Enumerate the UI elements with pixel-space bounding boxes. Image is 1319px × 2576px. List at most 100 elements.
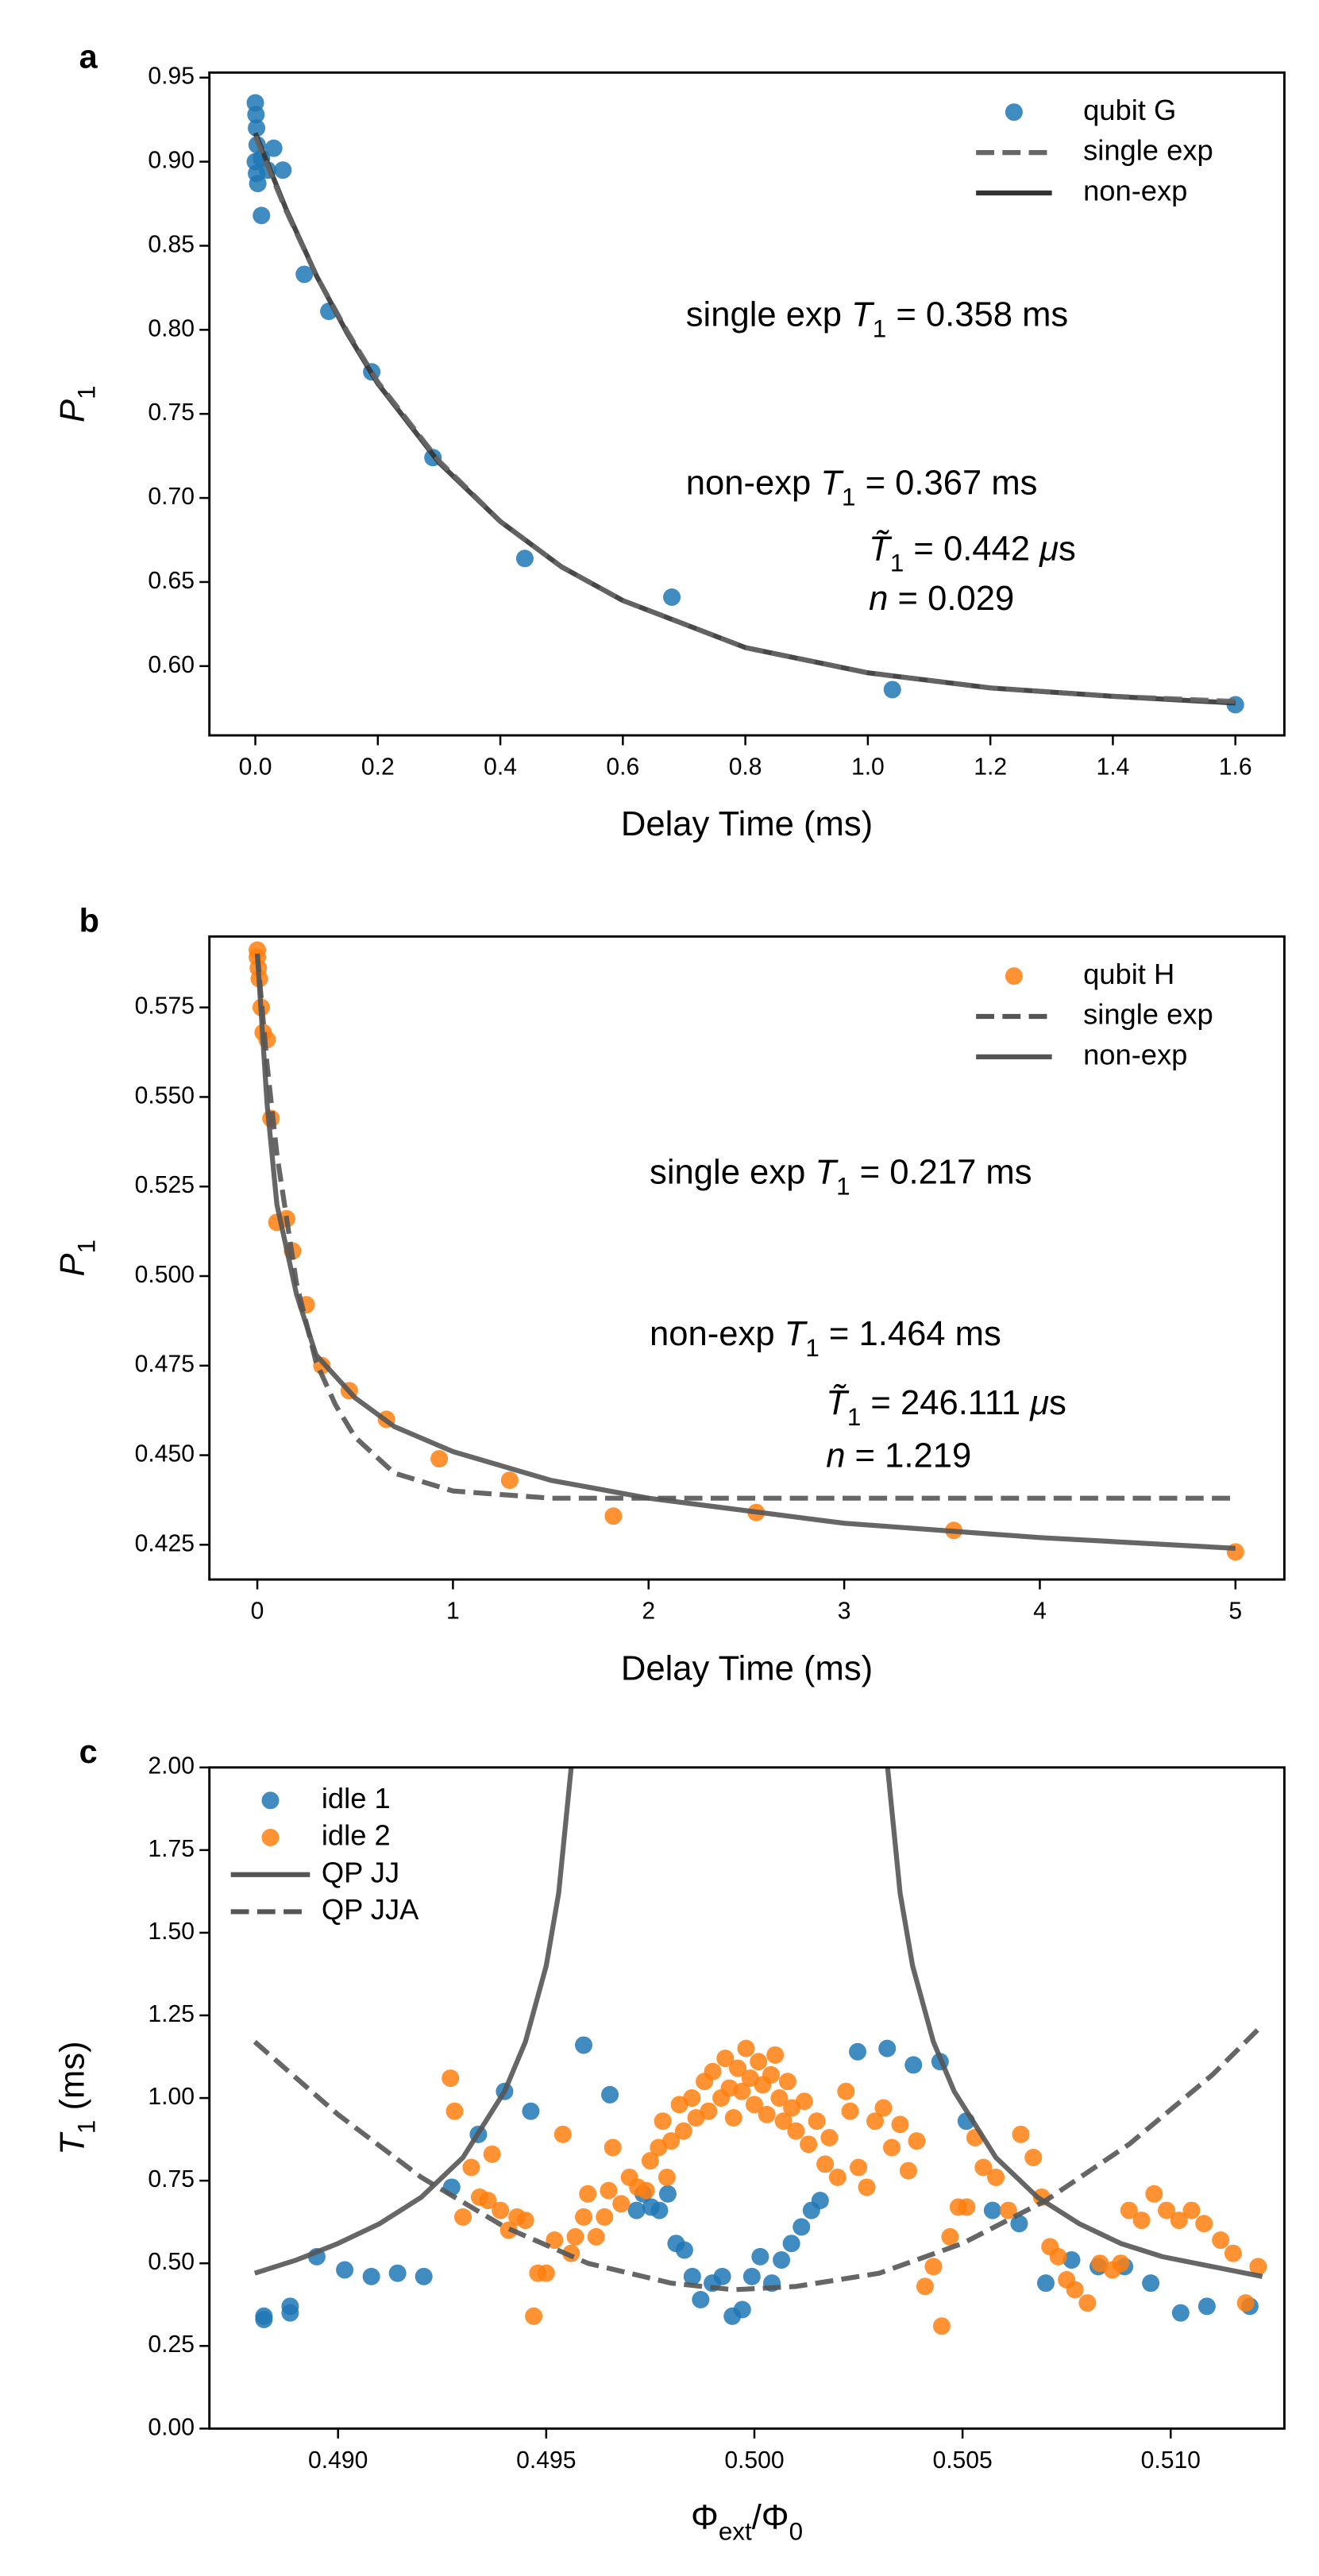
x-axis-label-part: Delay Time (ms) <box>621 805 873 843</box>
point <box>462 2158 480 2177</box>
point <box>1132 2212 1151 2230</box>
point <box>637 2181 655 2200</box>
point <box>453 2208 472 2226</box>
point <box>683 2267 701 2285</box>
x-tick-label: 1.6 <box>1219 754 1252 781</box>
annotation-part: T <box>815 1153 839 1191</box>
y-tick-label: 1.25 <box>148 2001 195 2027</box>
point <box>515 550 534 568</box>
point <box>904 2056 923 2074</box>
point <box>1182 2201 1201 2219</box>
point <box>899 2161 917 2180</box>
x-axis-label: Delay Time (ms) <box>621 805 873 843</box>
y-axis-label-part: 1 <box>72 385 100 399</box>
point <box>983 2201 1001 2219</box>
annotation-part: non-exp <box>650 1314 785 1352</box>
point <box>1224 2244 1242 2262</box>
y-tick-label: 0.50 <box>148 2249 195 2275</box>
point <box>1212 2231 1230 2250</box>
point <box>850 2158 868 2177</box>
x-tick-label: 2 <box>642 1598 655 1625</box>
point <box>604 2138 622 2157</box>
point <box>1078 2294 1097 2312</box>
legend-label: idle 2 <box>322 1819 391 1852</box>
point <box>479 2192 497 2210</box>
point <box>733 2300 751 2319</box>
x-tick-label: 4 <box>1033 1598 1047 1625</box>
x-tick-label: 0 <box>251 1598 264 1625</box>
point <box>987 2168 1005 2186</box>
point <box>596 2208 614 2226</box>
point <box>1036 2274 1055 2293</box>
legend-marker <box>1005 103 1023 121</box>
point <box>916 2277 934 2296</box>
annotation-part: non-exp <box>686 464 821 502</box>
point <box>247 106 265 124</box>
legend-label: non-exp <box>1083 1039 1187 1071</box>
point <box>658 2168 676 2186</box>
point <box>758 2105 776 2123</box>
point <box>658 2185 677 2203</box>
panel: 0.490 0.495 0.500 0.505 0.510 0.00 0.25 0.50 0.7… <box>53 1733 1286 2545</box>
y-tick-label: 1.75 <box>148 1836 195 1862</box>
point <box>264 139 283 157</box>
point <box>612 2195 631 2213</box>
x-tick-label: 0.505 <box>932 2447 992 2474</box>
point <box>729 2059 747 2077</box>
point <box>704 2062 722 2080</box>
point <box>828 2168 847 2186</box>
annotation: non-exp T1 = 0.367 ms <box>686 464 1038 511</box>
y-axis-label-part: 1 <box>72 2120 100 2134</box>
point <box>778 2073 796 2091</box>
point <box>674 2122 692 2140</box>
point <box>795 2092 813 2111</box>
annotation-part: T <box>785 1314 808 1352</box>
point <box>999 2201 1017 2219</box>
legend-marker <box>261 1829 280 1847</box>
annotation-part: = 0.367 ms <box>855 464 1037 502</box>
point <box>878 2039 897 2057</box>
point <box>733 2082 751 2100</box>
annotation: T̃1 = 246.111 μs <box>826 1383 1066 1431</box>
y-tick-label: 1.50 <box>148 1919 195 1945</box>
point <box>336 2261 354 2279</box>
y-axis-label-part: 1 <box>72 1240 100 1253</box>
axes-frame <box>208 935 1286 1581</box>
x-tick-label: 0.8 <box>729 754 762 781</box>
point <box>522 2102 540 2120</box>
annotation: single exp T1 = 0.217 ms <box>650 1153 1032 1200</box>
y-axis-label-part: T <box>53 2131 91 2155</box>
point <box>770 2089 789 2107</box>
point <box>848 2042 867 2061</box>
point <box>700 2102 718 2120</box>
point <box>675 2241 693 2259</box>
point <box>600 2181 618 2200</box>
fit-line <box>254 953 1236 1501</box>
point <box>255 2307 273 2325</box>
point <box>874 2099 893 2117</box>
point <box>388 2264 407 2282</box>
legend-label: non-exp <box>1083 175 1187 207</box>
point <box>663 588 681 607</box>
point <box>750 2053 768 2071</box>
panel: 0 1 2 3 4 5 0.425 0.450 0.475 0.500 0.525 0.550 0.57… <box>53 902 1286 1687</box>
legend-marker <box>1005 967 1023 985</box>
point <box>774 2112 793 2131</box>
y-tick-label: 0.75 <box>148 399 195 426</box>
x-tick-label: 0.510 <box>1141 2447 1201 2474</box>
point <box>492 2201 510 2219</box>
point <box>415 2267 433 2285</box>
annotation-part: μ <box>1029 1384 1049 1422</box>
point <box>566 2227 584 2246</box>
point <box>1010 2215 1028 2233</box>
y-tick-label: 0.70 <box>148 484 195 510</box>
point <box>281 2297 299 2316</box>
annotation-part: T̃ <box>826 1383 850 1422</box>
point <box>924 2258 943 2276</box>
x-axis-label: Φext/Φ0 <box>691 2498 803 2545</box>
point <box>841 2102 859 2120</box>
point <box>525 2307 543 2325</box>
annotation-part: T <box>851 295 875 334</box>
point <box>808 2112 826 2131</box>
